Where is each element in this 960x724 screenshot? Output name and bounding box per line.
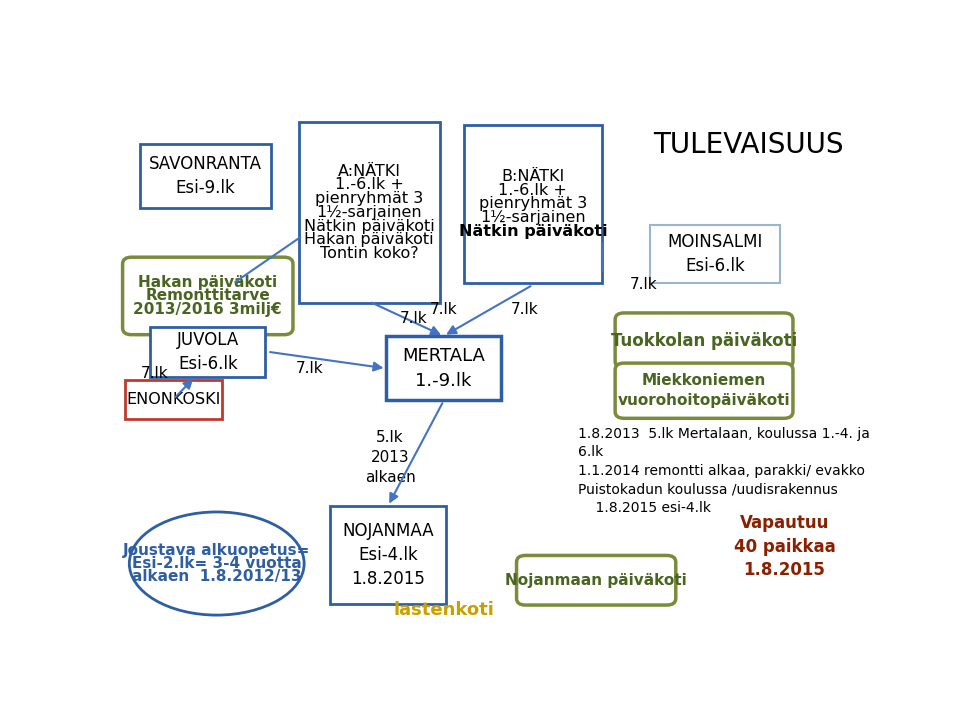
Text: Esi-2.lk= 3-4 vuotta: Esi-2.lk= 3-4 vuotta <box>132 556 301 571</box>
Text: Tontin koko?: Tontin koko? <box>320 246 419 261</box>
Text: MOINSALMI
Esi-6.lk: MOINSALMI Esi-6.lk <box>667 233 763 275</box>
Text: 1½-sarjainen: 1½-sarjainen <box>480 210 586 225</box>
Text: ENONKOSKI: ENONKOSKI <box>127 392 221 407</box>
Text: 7.lk: 7.lk <box>430 303 458 317</box>
Text: 1½-sarjainen: 1½-sarjainen <box>317 205 422 220</box>
FancyBboxPatch shape <box>650 225 780 283</box>
Text: 7.lk: 7.lk <box>630 277 658 292</box>
Text: Nätkin päiväkoti: Nätkin päiväkoti <box>459 224 608 239</box>
FancyBboxPatch shape <box>330 506 445 604</box>
Text: 7.lk: 7.lk <box>400 311 428 326</box>
Ellipse shape <box>130 512 304 615</box>
FancyBboxPatch shape <box>125 379 222 418</box>
Text: 7.lk: 7.lk <box>511 303 539 317</box>
Text: pienryhmät 3: pienryhmät 3 <box>479 196 588 211</box>
Text: 7.lk: 7.lk <box>141 366 168 382</box>
FancyBboxPatch shape <box>123 257 293 334</box>
Text: 1.-6.lk +: 1.-6.lk + <box>498 182 567 198</box>
FancyBboxPatch shape <box>386 337 501 400</box>
Text: 1.-6.lk +: 1.-6.lk + <box>335 177 403 193</box>
FancyBboxPatch shape <box>150 327 266 376</box>
Text: Tuokkolan päiväkoti: Tuokkolan päiväkoti <box>611 332 797 350</box>
Text: SAVONRANTA
Esi-9.lk: SAVONRANTA Esi-9.lk <box>149 155 262 197</box>
Text: A:NÄTKI: A:NÄTKI <box>338 164 400 179</box>
Text: TULEVAISUUS: TULEVAISUUS <box>654 132 844 159</box>
Text: alkaen  1.8.2012/13: alkaen 1.8.2012/13 <box>132 569 301 584</box>
Text: Vapautuu
40 paikkaa
1.8.2015: Vapautuu 40 paikkaa 1.8.2015 <box>733 514 835 579</box>
FancyBboxPatch shape <box>299 122 440 303</box>
FancyBboxPatch shape <box>464 125 602 283</box>
Text: MERTALA
1.-9.lk: MERTALA 1.-9.lk <box>402 348 485 390</box>
FancyBboxPatch shape <box>516 555 676 605</box>
Text: Hakan päiväkoti: Hakan päiväkoti <box>304 232 434 248</box>
Text: Remonttitarve: Remonttitarve <box>145 288 270 303</box>
Text: 1.8.2013  5.lk Mertalaan, koulussa 1.-4. ja
6.lk
1.1.2014 remontti alkaa, parakk: 1.8.2013 5.lk Mertalaan, koulussa 1.-4. … <box>578 427 870 515</box>
Text: 5.lk
2013
alkaen: 5.lk 2013 alkaen <box>365 430 416 485</box>
Text: Miekkoniemen
vuorohoitopäiväkoti: Miekkoniemen vuorohoitopäiväkoti <box>617 373 790 408</box>
Text: lastenkoti: lastenkoti <box>394 601 494 619</box>
Text: Joustava alkuopetus=: Joustava alkuopetus= <box>123 543 310 558</box>
Text: Nätkin päiväkoti: Nätkin päiväkoti <box>304 219 435 234</box>
FancyBboxPatch shape <box>615 313 793 368</box>
Text: JUVOLA
Esi-6.lk: JUVOLA Esi-6.lk <box>177 331 239 373</box>
Text: Hakan päiväkoti: Hakan päiväkoti <box>138 275 277 290</box>
Text: 2013/2016 3milj€: 2013/2016 3milj€ <box>133 302 282 316</box>
FancyBboxPatch shape <box>140 144 271 208</box>
Text: Nojanmaan päiväkoti: Nojanmaan päiväkoti <box>505 573 687 588</box>
Text: 7.lk: 7.lk <box>296 361 324 376</box>
Text: NOJANMAA
Esi-4.lk
1.8.2015: NOJANMAA Esi-4.lk 1.8.2015 <box>342 522 434 589</box>
FancyBboxPatch shape <box>615 363 793 418</box>
Text: pienryhmät 3: pienryhmät 3 <box>315 191 423 206</box>
Text: B:NÄTKI: B:NÄTKI <box>501 169 564 184</box>
